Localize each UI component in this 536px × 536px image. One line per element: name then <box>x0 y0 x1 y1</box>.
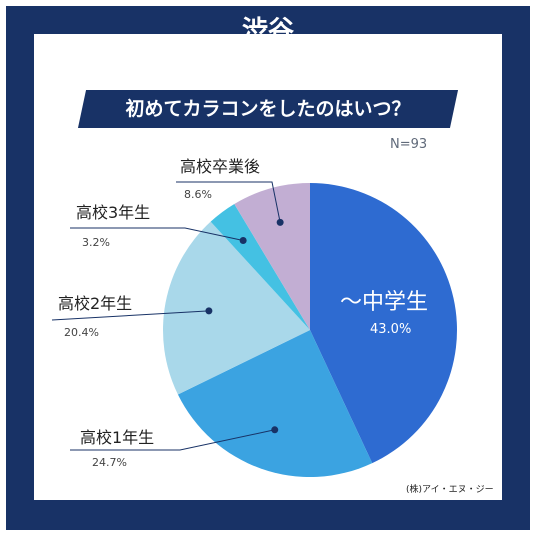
year-label: 2024年 <box>48 58 84 69</box>
slice-after-graduation <box>234 183 310 330</box>
value-grade3: 3.2% <box>82 236 110 249</box>
label-grade3: 高校3年生 <box>76 203 151 222</box>
leader-dot-grade2 <box>205 307 213 315</box>
ranking-label: 高校生最新トレンドランキング <box>48 43 174 53</box>
credit: (株)アイ・エヌ・ジー <box>406 485 494 495</box>
leader-line-grade3 <box>70 227 244 241</box>
label-middle-school: 〜中学生 <box>340 290 429 315</box>
sample-size: N=93 <box>390 137 428 152</box>
leader-dot-grade3 <box>239 236 247 244</box>
logo: 渋谷 <box>241 16 294 46</box>
leader-dot-grade1 <box>271 426 279 434</box>
slice-middle-school <box>310 183 457 464</box>
chart-title: 初めてカラコンをしたのはいつ？ <box>125 98 411 120</box>
leader-line-grade2 <box>51 310 209 321</box>
slice-grade3 <box>210 203 310 330</box>
slice-grade2 <box>163 221 310 395</box>
value-after-graduation: 8.6% <box>184 188 212 201</box>
label-after-graduation: 高校卒業後 <box>180 157 261 176</box>
label-grade1: 高校1年生 <box>80 428 155 447</box>
value-middle-school: 43.0% <box>370 322 412 337</box>
logo-subtitle: トレンドリサーチ <box>219 46 316 60</box>
label-grade2: 高校2年生 <box>58 294 133 313</box>
leader-line-grade1 <box>70 429 275 451</box>
leader-dot-after-graduation <box>276 218 284 226</box>
leader-line-after-graduation <box>176 181 281 223</box>
value-grade2: 20.4% <box>64 326 99 339</box>
value-grade1: 24.7% <box>92 456 127 469</box>
